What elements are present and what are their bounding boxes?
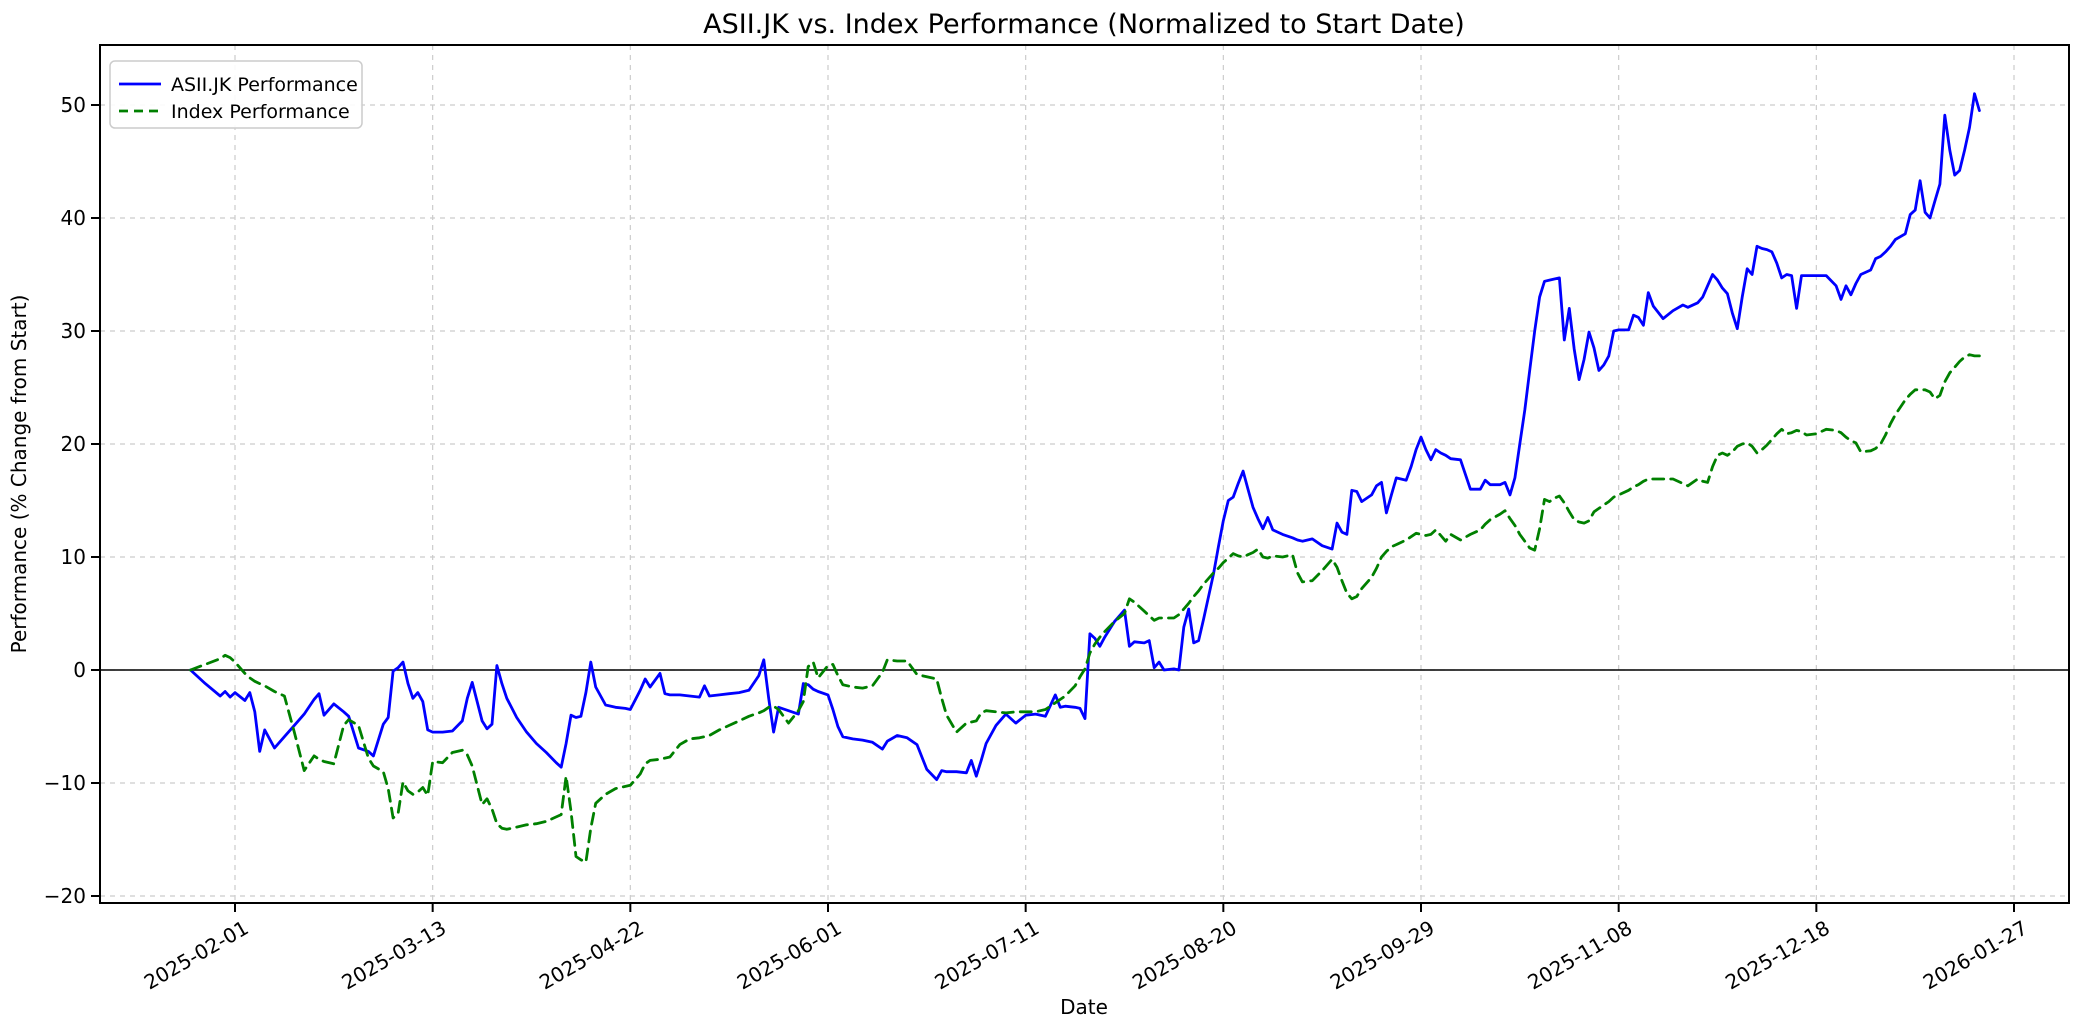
x-tick-label: 2025-08-20 bbox=[1128, 916, 1241, 995]
legend: ASII.JK Performance Index Performance bbox=[109, 60, 363, 129]
y-tick-label: 0 bbox=[73, 658, 86, 682]
legend-label-index: Index Performance bbox=[171, 101, 350, 123]
y-axis-label: Performance (% Change from Start) bbox=[7, 295, 31, 654]
x-tick-label: 2025-09-29 bbox=[1326, 916, 1439, 995]
tick-layer: 50 40 30 20 10 0 −10 −20 2025-02-01 2025-03-13 202… bbox=[44, 93, 2032, 994]
grid-layer bbox=[100, 45, 2069, 903]
x-tick-label: 2025-04-22 bbox=[535, 916, 648, 995]
y-tick-label: −20 bbox=[44, 884, 86, 908]
chart-title: ASII.JK vs. Index Performance (Normalize… bbox=[703, 9, 1465, 40]
x-tick-label: 2025-06-01 bbox=[733, 916, 846, 995]
y-tick-label: 10 bbox=[61, 545, 86, 569]
x-axis-label: Date bbox=[1060, 995, 1108, 1019]
y-tick-label: 50 bbox=[61, 93, 86, 117]
series-line-index bbox=[189, 353, 1981, 864]
y-tick-label: 40 bbox=[61, 206, 86, 230]
plot-frame bbox=[99, 44, 2070, 904]
x-tick-label: 2025-07-11 bbox=[931, 916, 1044, 995]
series-line-asii bbox=[189, 92, 1981, 781]
series-layer bbox=[189, 92, 1981, 864]
legend-box bbox=[109, 60, 363, 129]
y-tick-label: 20 bbox=[61, 432, 86, 456]
legend-label-asii: ASII.JK Performance bbox=[171, 74, 358, 96]
x-tick-label: 2026-01-27 bbox=[1919, 916, 2032, 995]
x-tick-label: 2025-03-13 bbox=[338, 916, 451, 995]
y-tick-label: −10 bbox=[44, 771, 86, 795]
x-tick-label: 2025-11-08 bbox=[1524, 916, 1637, 995]
x-tick-label: 2025-02-01 bbox=[140, 916, 253, 995]
x-tick-label: 2025-12-18 bbox=[1721, 916, 1834, 995]
y-tick-label: 30 bbox=[61, 319, 86, 343]
